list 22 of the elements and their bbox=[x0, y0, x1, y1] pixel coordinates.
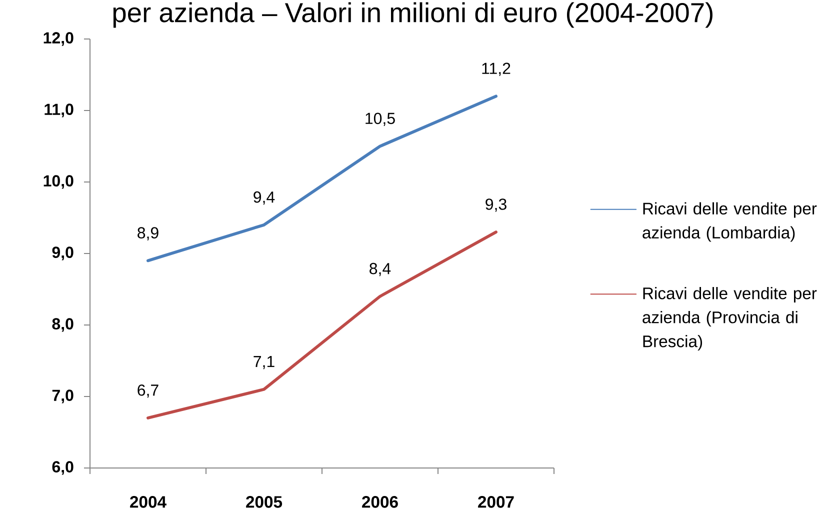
legend-label: Ricavi delle vendite per azienda (Lombardia) bbox=[642, 202, 817, 242]
y-tick-label: 11,0 bbox=[44, 104, 74, 118]
y-tick-label: 6,0 bbox=[52, 461, 74, 475]
y-tick-label: 10,0 bbox=[44, 175, 74, 189]
data-label: 7,1 bbox=[254, 356, 274, 370]
y-tick-label: 8,0 bbox=[52, 318, 74, 332]
chart-title: per azienda – Valori in milioni di euro (2004-2007) bbox=[113, 2, 712, 28]
data-label: 8,9 bbox=[138, 227, 158, 240]
y-tick-label: 7,0 bbox=[52, 390, 74, 404]
x-tick-label: 2006 bbox=[362, 496, 398, 508]
y-tick-label: 12,0 bbox=[44, 32, 74, 46]
y-tick-label: 9,0 bbox=[52, 246, 74, 260]
x-tick-label: 2004 bbox=[130, 496, 166, 508]
data-label: 11,2 bbox=[482, 62, 510, 76]
data-label: 8,4 bbox=[370, 262, 391, 276]
x-tick-label: 2007 bbox=[478, 496, 514, 508]
data-label: 6,7 bbox=[138, 384, 158, 398]
data-label: 10,5 bbox=[366, 112, 395, 126]
data-label: 9,3 bbox=[486, 198, 506, 212]
x-tick-label: 2005 bbox=[246, 496, 282, 508]
data-label: 9,4 bbox=[254, 191, 275, 205]
legend-label: Ricavi delle vendite per azienda (Provincia di Brescia) bbox=[642, 287, 817, 351]
